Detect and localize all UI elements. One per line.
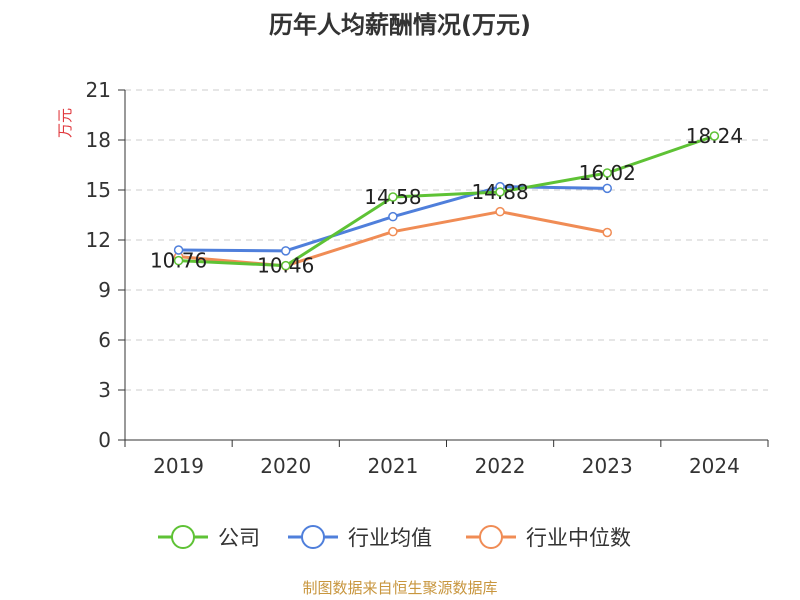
data-point-s0-4 bbox=[602, 168, 612, 178]
data-label: 10.46 bbox=[257, 254, 314, 278]
legend-item: 公司 bbox=[158, 525, 260, 550]
data-labels: 10.76 10.46 14.58 14.88 16.02 18.24 bbox=[150, 124, 743, 278]
data-point-s0-2 bbox=[388, 192, 398, 202]
legend-label: 行业中位数 bbox=[526, 526, 631, 550]
data-point-s2-2 bbox=[388, 226, 398, 237]
y-tick-label: 0 bbox=[98, 428, 111, 452]
y-tick-label: 21 bbox=[86, 78, 111, 102]
data-label: 16.02 bbox=[579, 161, 636, 185]
axes bbox=[124, 90, 768, 441]
legend: 公司 行业均值 行业中位数 bbox=[158, 525, 631, 550]
data-label: 18.24 bbox=[686, 124, 743, 148]
chart-title: 历年人均薪酬情况(万元) bbox=[269, 11, 531, 39]
gridlines bbox=[125, 89, 768, 391]
y-tick-label: 3 bbox=[98, 378, 111, 402]
series-layer bbox=[173, 131, 720, 271]
legend-marker bbox=[301, 525, 325, 549]
x-tick-label: 2021 bbox=[367, 454, 418, 478]
data-point-s2-4 bbox=[602, 227, 612, 238]
y-axis-ticks: 0 3 6 9 12 15 18 21 bbox=[86, 78, 125, 452]
data-point-s1-4 bbox=[602, 183, 612, 194]
x-tick-label: 2024 bbox=[689, 454, 740, 478]
y-tick-label: 9 bbox=[98, 278, 111, 302]
legend-marker bbox=[479, 525, 503, 549]
legend-label: 行业均值 bbox=[348, 526, 432, 550]
data-label: 10.76 bbox=[150, 249, 207, 273]
data-label: 14.58 bbox=[364, 185, 421, 209]
legend-marker bbox=[171, 525, 195, 549]
x-tick-label: 2020 bbox=[260, 454, 311, 478]
y-axis-label: 万元 bbox=[56, 108, 74, 138]
data-point-s0-3 bbox=[495, 187, 505, 197]
y-tick-label: 12 bbox=[86, 228, 111, 252]
data-point-s1-1 bbox=[281, 246, 291, 256]
source-note: 制图数据来自恒生聚源数据库 bbox=[302, 579, 497, 597]
legend-label: 公司 bbox=[218, 526, 260, 550]
data-point-s2-3 bbox=[495, 206, 505, 217]
x-axis-ticks: 2019 2020 2021 2022 2023 2024 bbox=[124, 440, 769, 478]
legend-item: 行业中位数 bbox=[466, 525, 631, 550]
data-label: 14.88 bbox=[471, 180, 528, 204]
data-point-s0-1 bbox=[281, 260, 291, 271]
data-point-s0-0 bbox=[173, 255, 184, 266]
data-point-s1-2 bbox=[388, 211, 398, 222]
data-point-s0-5 bbox=[709, 131, 720, 141]
y-tick-label: 6 bbox=[98, 328, 111, 352]
y-tick-label: 15 bbox=[86, 178, 111, 202]
legend-item: 行业均值 bbox=[288, 525, 432, 550]
x-tick-label: 2019 bbox=[153, 454, 204, 478]
data-point-s1-0 bbox=[173, 245, 184, 255]
x-tick-label: 2022 bbox=[475, 454, 526, 478]
x-tick-label: 2023 bbox=[582, 454, 633, 478]
y-tick-label: 18 bbox=[86, 128, 111, 152]
series-line-0 bbox=[178, 134, 715, 268]
